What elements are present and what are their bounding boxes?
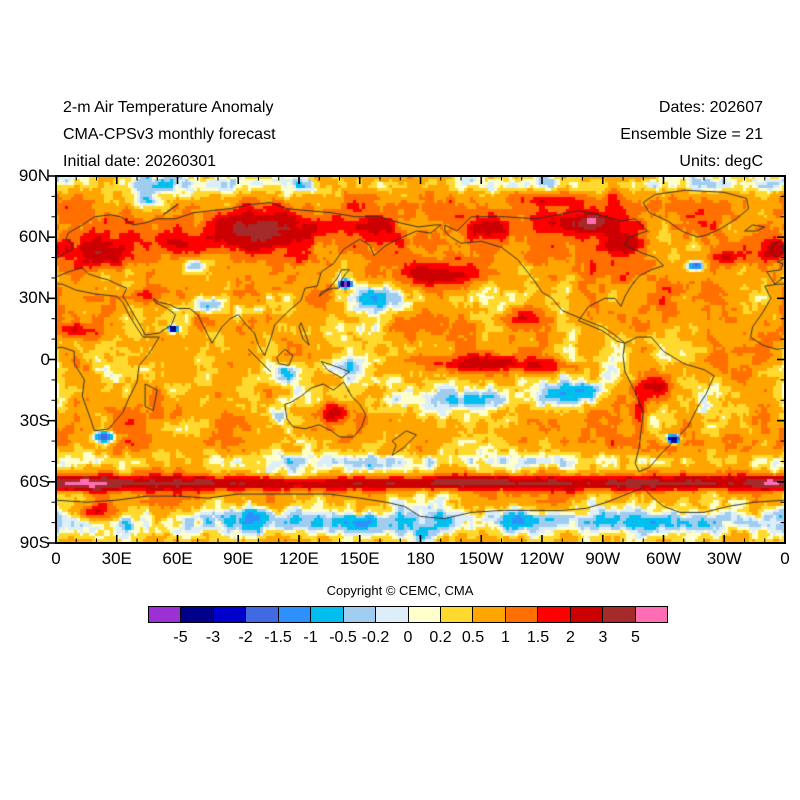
colorbar-segment xyxy=(570,607,604,622)
x-tick-label: 30E xyxy=(101,549,132,568)
x-tick-label: 120W xyxy=(519,549,565,568)
colorbar-segment xyxy=(408,607,441,622)
colorbar-tick-label: 1.5 xyxy=(526,629,550,646)
forecast-dates: Dates: 202607 xyxy=(658,99,763,116)
y-tick-label: 60N xyxy=(18,227,50,247)
units-label: Units: degC xyxy=(679,153,763,170)
colorbar-segment xyxy=(343,607,377,622)
colorbar-tick-label: 0.5 xyxy=(461,629,485,646)
colorbar-tick-label: 3 xyxy=(598,629,608,646)
x-tick-label: 0 xyxy=(780,549,790,568)
plot-title: 2-m Air Temperature Anomaly xyxy=(63,99,274,116)
colorbar-tick-label: -1.5 xyxy=(264,629,292,646)
colorbar xyxy=(148,606,668,623)
colorbar-segment xyxy=(376,607,409,622)
y-tick-label: 30S xyxy=(19,410,50,430)
colorbar-tick-label: -5 xyxy=(173,629,188,646)
y-tick-label: 90N xyxy=(18,166,50,185)
ensemble-size: Ensemble Size = 21 xyxy=(620,126,763,143)
colorbar-tick-label: 1 xyxy=(501,629,510,646)
y-tick-label: 90S xyxy=(19,533,50,552)
x-tick-label: 180 xyxy=(406,549,435,568)
x-tick-label: 150E xyxy=(339,549,380,568)
map-plot: 90N 60N 30N 0 30S 60S 90S 0 30E 60E 90E 120E 150E 18… xyxy=(19,167,790,569)
colorbar-tick-label: -2 xyxy=(238,629,253,646)
y-tick-label: 30N xyxy=(18,288,50,308)
x-tick-label: 60W xyxy=(646,549,681,568)
colorbar-tick-label: 5 xyxy=(631,629,640,646)
x-tick-label: 120E xyxy=(279,549,319,568)
colorbar-segment xyxy=(181,607,214,622)
x-tick-label: 60E xyxy=(162,549,193,568)
colorbar-tick-label: -1 xyxy=(303,629,318,646)
colorbar-segment xyxy=(440,607,474,622)
initial-date: Initial date: 20260301 xyxy=(63,153,217,170)
colorbar-segment xyxy=(246,607,279,622)
title-block: 2-m Air Temperature Anomaly CMA-CPSv3 mo… xyxy=(63,94,276,175)
colorbar-tick-label: -3 xyxy=(205,629,221,646)
x-tick-label: 0 xyxy=(51,549,61,568)
x-tick-label: 90W xyxy=(585,549,621,568)
x-tick-label: 30W xyxy=(706,549,742,568)
colorbar-segment xyxy=(505,607,539,622)
model-name: CMA-CPSv3 monthly forecast xyxy=(63,126,276,143)
colorbar-segment xyxy=(149,607,182,622)
y-tick-label: 0 xyxy=(40,349,50,369)
colorbar-segment xyxy=(538,607,571,622)
colorbar-segment xyxy=(278,607,312,622)
colorbar-tick-label: -0.2 xyxy=(361,629,390,646)
colorbar-segment xyxy=(635,607,667,622)
colorbar-tick-label: 2 xyxy=(566,629,575,646)
copyright-text: Copyright © CEMC, CMA xyxy=(326,583,474,598)
colorbar-tick-label: 0 xyxy=(403,629,413,646)
anomaly-map-canvas xyxy=(56,176,785,543)
x-tick-label: 150W xyxy=(459,549,504,568)
colorbar-tick-label: -0.5 xyxy=(329,629,357,646)
y-tick-label: 60S xyxy=(19,471,50,491)
colorbar-segment xyxy=(213,607,247,622)
colorbar-segment xyxy=(603,607,636,622)
colorbar-segment xyxy=(473,607,506,622)
colorbar-tick-label: 0.2 xyxy=(429,629,452,646)
info-block: Dates: 202607 Ensemble Size = 21 Units: … xyxy=(620,94,763,175)
x-tick-label: 90E xyxy=(223,549,254,568)
colorbar-segment xyxy=(311,607,344,622)
